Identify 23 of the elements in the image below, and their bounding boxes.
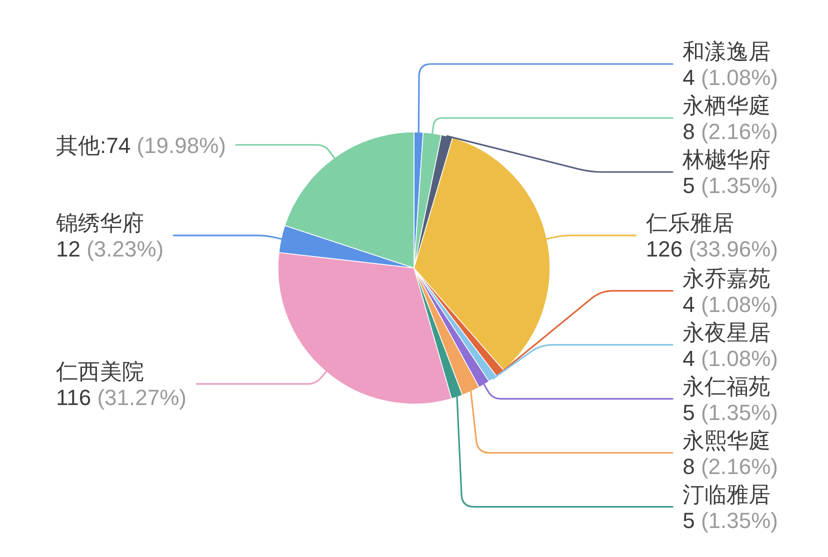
slice-label: 林樾华府 bbox=[682, 146, 771, 172]
data-label: 12 (3.23%) bbox=[56, 236, 164, 261]
slice-label: 永仁福苑 bbox=[682, 373, 771, 398]
slice-label: 锦绣华府 bbox=[55, 210, 144, 235]
data-label: 116 (31.27%) bbox=[56, 384, 186, 410]
slice-label: 仁乐雅居 bbox=[644, 210, 734, 235]
slice-label: 永熙华庭 bbox=[682, 427, 771, 452]
data-label: 4 (1.08%) bbox=[682, 291, 778, 316]
data-label: 5 (1.35%) bbox=[682, 399, 778, 424]
slice-label: 汀临雅居 bbox=[682, 481, 771, 506]
data-label: 5 (1.35%) bbox=[682, 172, 778, 198]
data-label: 8 (2.16%) bbox=[682, 453, 778, 478]
slice-label: 其他:74 (19.98%) bbox=[56, 132, 226, 158]
data-label: 5 (1.35%) bbox=[682, 507, 778, 532]
slice-label: 永栖华庭 bbox=[682, 92, 771, 118]
data-label: 4 (1.08%) bbox=[682, 345, 778, 370]
data-label: 126 (33.96%) bbox=[646, 236, 778, 261]
slice-label: 永乔嘉苑 bbox=[682, 265, 771, 290]
data-label: 4 (1.08%) bbox=[682, 64, 778, 90]
slice-label: 和漾逸居 bbox=[682, 38, 771, 64]
data-label: 8 (2.16%) bbox=[682, 118, 778, 144]
slice-label: 永夜星居 bbox=[682, 319, 771, 344]
slice-label: 仁西美院 bbox=[55, 358, 144, 384]
